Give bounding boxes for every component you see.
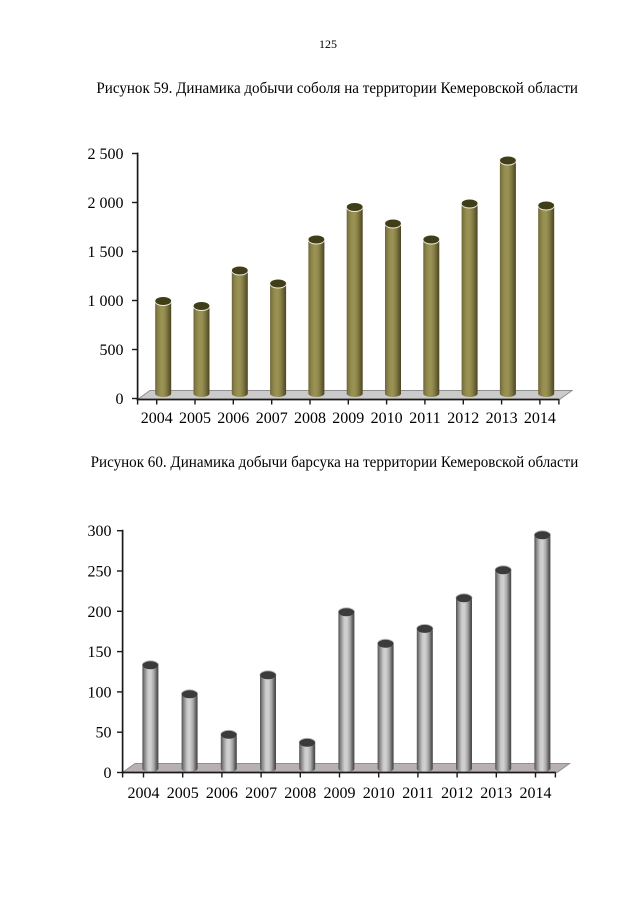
svg-text:0: 0 [116, 391, 124, 408]
svg-text:100: 100 [88, 684, 112, 701]
svg-text:Рисунок 59. Динамика добычи со: Рисунок 59. Динамика добычи соболя на те… [96, 80, 578, 97]
svg-text:2007: 2007 [245, 785, 277, 802]
svg-text:2006: 2006 [206, 785, 238, 802]
svg-text:2011: 2011 [409, 410, 440, 427]
svg-text:2005: 2005 [167, 785, 199, 802]
svg-text:2 000: 2 000 [88, 195, 124, 212]
svg-text:150: 150 [88, 644, 112, 661]
svg-text:Рисунок 60. Динамика добычи ба: Рисунок 60. Динамика добычи барсука на т… [91, 454, 579, 471]
svg-text:2 500: 2 500 [88, 146, 124, 163]
svg-text:0: 0 [104, 765, 112, 782]
svg-text:2006: 2006 [217, 410, 249, 427]
svg-text:2009: 2009 [324, 785, 356, 802]
svg-text:2009: 2009 [332, 410, 364, 427]
svg-text:2010: 2010 [363, 785, 395, 802]
svg-text:2013: 2013 [486, 410, 518, 427]
svg-text:1 000: 1 000 [88, 293, 124, 310]
svg-text:300: 300 [88, 523, 112, 540]
svg-text:2008: 2008 [284, 785, 316, 802]
svg-text:2004: 2004 [128, 785, 160, 802]
svg-text:2004: 2004 [141, 410, 173, 427]
svg-text:200: 200 [88, 604, 112, 621]
svg-text:2014: 2014 [524, 410, 556, 427]
svg-text:2008: 2008 [294, 410, 326, 427]
svg-text:500: 500 [100, 342, 124, 359]
svg-text:2013: 2013 [480, 785, 512, 802]
svg-text:2011: 2011 [402, 785, 433, 802]
svg-text:2012: 2012 [447, 410, 479, 427]
svg-text:250: 250 [88, 564, 112, 581]
svg-text:50: 50 [96, 725, 112, 742]
svg-text:1 500: 1 500 [88, 244, 124, 261]
svg-text:2014: 2014 [520, 785, 552, 802]
svg-text:2005: 2005 [179, 410, 211, 427]
svg-text:2010: 2010 [371, 410, 403, 427]
svg-text:2007: 2007 [256, 410, 288, 427]
svg-text:125: 125 [319, 37, 337, 51]
svg-text:2012: 2012 [441, 785, 473, 802]
